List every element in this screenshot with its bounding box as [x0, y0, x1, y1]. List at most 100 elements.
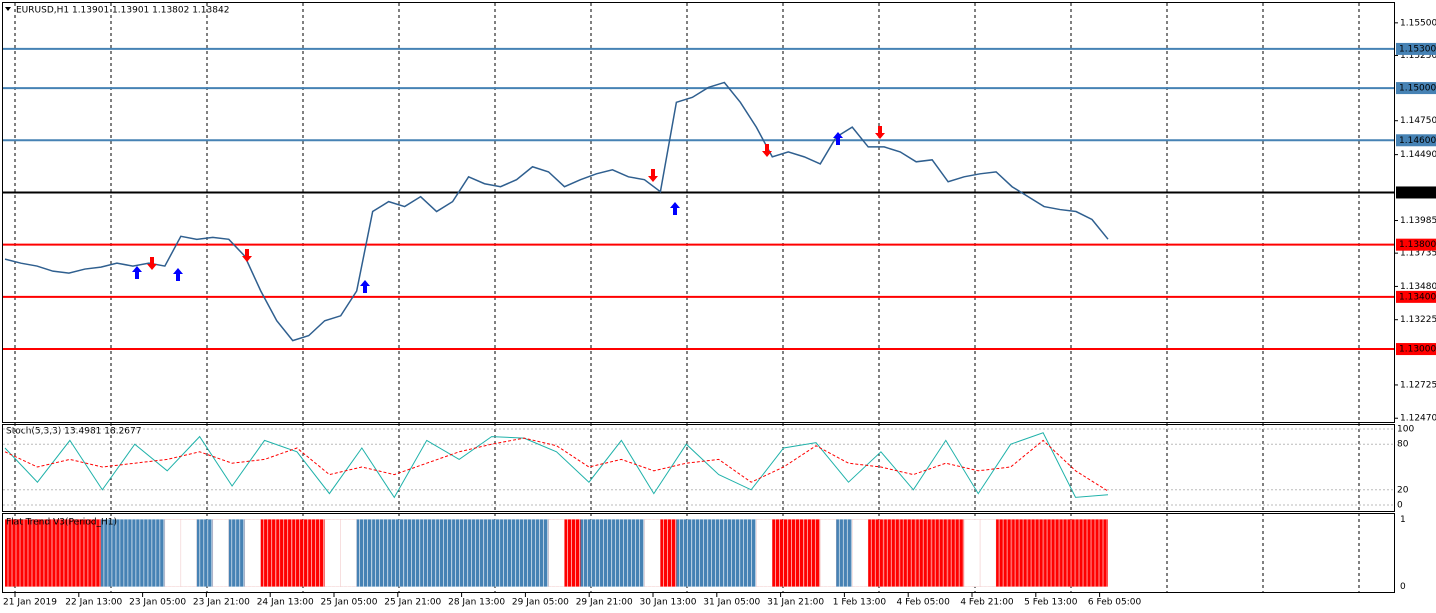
trend-bar	[596, 519, 613, 587]
y-tick-label: 1.15500	[1400, 18, 1436, 28]
stoch-label: Stoch(5,3,3) 13.4981 18.2677	[6, 427, 141, 437]
time-label: 29 Jan 05:00	[512, 598, 569, 608]
level-label: 1.13800	[1399, 240, 1436, 250]
trend-bar	[100, 519, 117, 587]
trend-bar	[996, 519, 1013, 587]
level-label: 1.15300	[1399, 44, 1436, 54]
trend-bar	[932, 519, 949, 587]
trend-bar	[644, 519, 661, 587]
trend-bar	[708, 519, 725, 587]
stoch-signal-line	[4, 437, 1109, 492]
trend-bar	[564, 519, 581, 587]
trend-bar	[420, 519, 437, 587]
trend-bar	[772, 519, 789, 587]
trend-bar	[388, 519, 405, 587]
stoch-tick-label: 0	[1397, 501, 1403, 511]
trend-bar	[5, 519, 21, 587]
trend-bar	[132, 519, 149, 587]
trend-bar	[692, 519, 709, 587]
level-badge	[1396, 134, 1436, 147]
y-tick-label: 1.13985	[1400, 216, 1436, 226]
trend-bar	[356, 519, 373, 587]
buy-arrow	[833, 132, 843, 145]
trend-bar	[724, 519, 741, 587]
stoch-tick-label: 80	[1397, 440, 1409, 450]
trend-bar	[900, 519, 917, 587]
trend-bar	[164, 519, 182, 587]
time-label: 25 Jan 05:00	[321, 598, 378, 608]
level-label: 1.13400	[1399, 292, 1436, 302]
trend-bar	[1060, 519, 1077, 587]
time-label: 23 Jan 05:00	[129, 598, 186, 608]
trend-bar	[116, 519, 133, 587]
time-label: 1 Feb 13:00	[833, 598, 887, 608]
time-label: 23 Jan 21:00	[193, 598, 250, 608]
flat-trend-panel	[2, 513, 1395, 593]
level-badge	[1396, 343, 1436, 356]
trend-bar	[963, 519, 981, 587]
sell-arrow	[242, 249, 252, 262]
trend-bar	[244, 519, 262, 587]
sell-arrow	[875, 126, 885, 139]
trend-bar	[36, 519, 53, 587]
trend-bar	[884, 519, 901, 587]
trend-bar	[308, 519, 325, 587]
trend-bar	[612, 519, 629, 587]
trend-bar	[20, 519, 37, 587]
trend-bar	[548, 519, 565, 587]
time-label: 31 Jan 05:00	[703, 598, 760, 608]
trend-bar	[484, 519, 501, 587]
y-tick-label: 1.14490	[1400, 150, 1436, 160]
time-label: 28 Jan 13:00	[448, 598, 505, 608]
trend-bar	[452, 519, 469, 587]
trend-bar	[820, 519, 837, 587]
trend-bar	[276, 519, 293, 587]
trend-bar	[180, 519, 198, 587]
time-label: 25 Jan 21:00	[384, 598, 441, 608]
level-label: 1.14200	[1399, 188, 1436, 198]
dropdown-icon[interactable]	[5, 7, 11, 11]
sell-arrow	[648, 169, 658, 182]
y-tick-label: 1.13480	[1400, 282, 1436, 292]
flat-tick-label: 1	[1400, 515, 1406, 525]
level-badge	[1396, 186, 1436, 199]
trend-bar	[676, 519, 693, 587]
time-label: 21 Jan 2019	[3, 598, 57, 608]
trend-bar	[851, 519, 869, 587]
trend-bar	[1028, 519, 1045, 587]
y-tick-label: 1.12725	[1400, 380, 1436, 390]
flat-trend-label: Flat Trend V3(Period_H1)	[6, 518, 117, 528]
trend-bar	[836, 519, 853, 587]
trend-bar	[196, 519, 213, 587]
trend-bar	[580, 519, 597, 587]
level-badge	[1396, 42, 1436, 55]
trend-bar	[68, 519, 85, 587]
trend-bar	[340, 519, 357, 587]
buy-arrow	[173, 268, 183, 281]
level-badge	[1396, 290, 1436, 303]
trend-bar	[1092, 519, 1108, 587]
trend-bar	[532, 519, 549, 587]
time-label: 4 Feb 05:00	[897, 598, 951, 608]
trend-bar	[500, 519, 517, 587]
symbol-info: EURUSD,H1 1.13901 1.13901 1.13802 1.1384…	[16, 6, 229, 16]
y-tick-label: 1.14750	[1400, 116, 1436, 126]
buy-arrow	[132, 266, 142, 279]
time-label: 22 Jan 13:00	[65, 598, 122, 608]
trend-bar	[756, 519, 773, 587]
level-badge	[1396, 238, 1436, 251]
time-label: 30 Jan 13:00	[640, 598, 697, 608]
trend-bar	[868, 519, 885, 587]
level-label: 1.15000	[1399, 84, 1436, 94]
price-panel	[2, 2, 1395, 423]
flat-tick-label: 0	[1400, 582, 1406, 592]
trend-bar	[436, 519, 453, 587]
signal-arrows	[132, 126, 885, 293]
price-layer: 1.15500 1.15250 1.14750 1.14490 1.13985 1.137…	[3, 18, 1436, 424]
trend-bar	[1076, 519, 1093, 587]
y-tick-label: 1.12470	[1400, 414, 1436, 424]
stoch-panel	[2, 424, 1395, 512]
trend-bar	[228, 519, 245, 587]
y-tick-label: 1.13225	[1400, 315, 1436, 325]
